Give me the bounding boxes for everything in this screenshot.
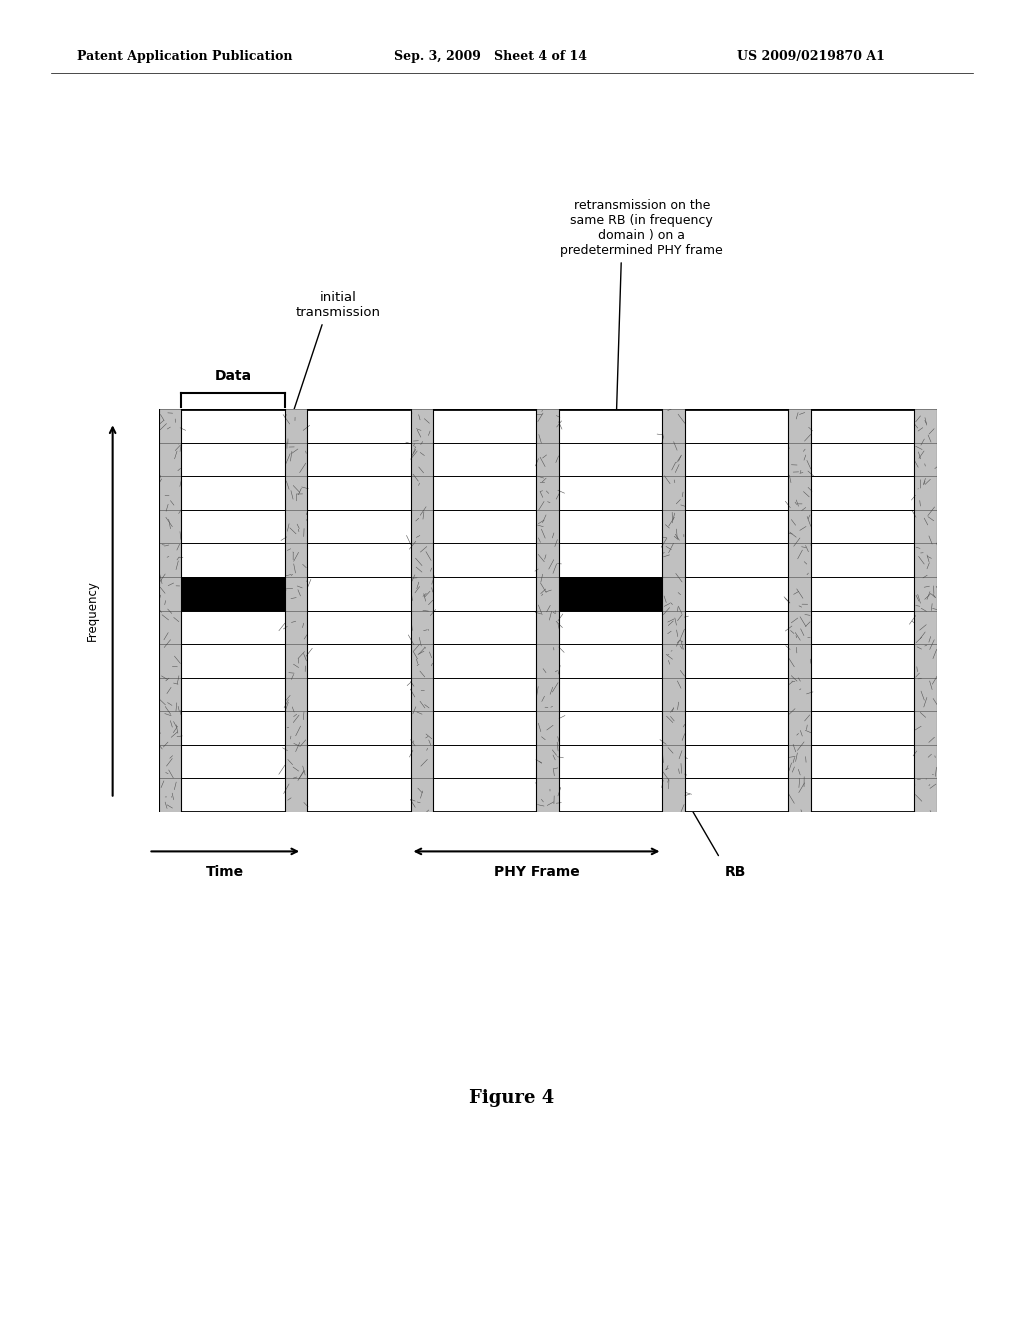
- Text: US 2009/0219870 A1: US 2009/0219870 A1: [737, 50, 885, 63]
- Text: RB: RB: [725, 865, 746, 879]
- Bar: [159, 409, 181, 812]
- Bar: [285, 409, 307, 812]
- Text: retransmission on the
same RB (in frequency
domain ) on a
predetermined PHY fram: retransmission on the same RB (in freque…: [560, 199, 723, 257]
- Text: Data: Data: [214, 368, 252, 383]
- Text: Sep. 3, 2009   Sheet 4 of 14: Sep. 3, 2009 Sheet 4 of 14: [394, 50, 587, 63]
- Text: Patent Application Publication: Patent Application Publication: [77, 50, 292, 63]
- Text: Time: Time: [206, 865, 245, 879]
- Bar: [559, 577, 663, 610]
- Bar: [663, 409, 685, 812]
- Bar: [914, 409, 937, 812]
- Bar: [788, 409, 811, 812]
- Text: initial
transmission: initial transmission: [296, 292, 381, 319]
- Bar: [181, 577, 285, 610]
- Text: Frequency: Frequency: [86, 579, 98, 642]
- Bar: [537, 409, 559, 812]
- Text: Figure 4: Figure 4: [469, 1089, 555, 1107]
- Text: PHY Frame: PHY Frame: [494, 865, 580, 879]
- Bar: [411, 409, 433, 812]
